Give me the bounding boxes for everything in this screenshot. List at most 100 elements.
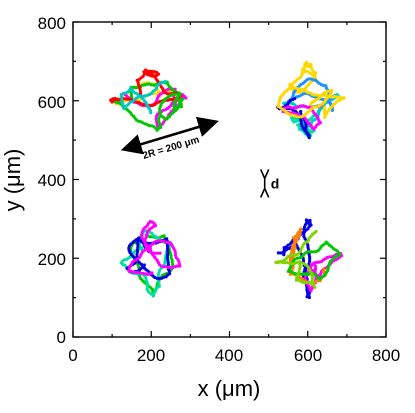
trajectory-point [307,105,312,109]
x-tick-label: 400 [215,346,243,365]
trajectory-point [165,255,169,260]
trajectory-point [127,267,131,271]
trajectory-point [158,251,162,255]
trajectory-point [153,251,157,255]
trajectory-point [132,85,136,89]
trajectory-point [323,106,327,110]
trajectory-point [301,104,305,108]
trajectory-point [304,125,308,129]
trajectory-point [312,250,316,254]
gap-marker-line [263,188,270,198]
trajectory-point [301,70,305,74]
gap-marker-line [259,169,266,179]
trajectory-point [143,229,147,233]
diameter-arrow [120,116,219,155]
trajectory-point [142,263,146,267]
trajectory-point [304,272,309,276]
trajectory-point [282,246,286,250]
trajectory [276,83,346,119]
trajectory-point [145,282,149,287]
trajectory-point [176,105,180,109]
trajectory-point [312,262,316,266]
trajectory-point [139,271,143,275]
trajectory-point [172,102,176,106]
y-tick-label: 600 [38,93,66,112]
trajectory [119,80,167,115]
trajectory-point [283,261,287,265]
trajectory-point [313,267,318,271]
trajectory-point [292,249,296,254]
trajectory-point [147,82,151,86]
trajectory-point [168,97,172,102]
trajectory-point [331,95,335,99]
trajectory-point [282,248,286,252]
trajectory-point [293,97,297,101]
trajectory-point [135,248,140,252]
trajectory-point [307,136,311,140]
trajectory-point [181,97,185,101]
trajectory [127,219,182,276]
trajectory-point [165,244,170,248]
x-tick-label: 200 [137,346,165,365]
trajectory-point [292,262,296,266]
x-tick-label: 600 [294,346,322,365]
trajectory-point [159,239,163,243]
trajectory-point [315,93,319,97]
trajectory-point [158,110,162,114]
trajectory-point [286,269,290,273]
trajectory-point [146,70,150,74]
trajectory-point [136,241,140,245]
gap-label: d [271,175,280,191]
trajectory-point [300,87,304,91]
trajectory-point [296,90,300,94]
trajectory-point [328,99,332,103]
trajectory-point [322,269,326,273]
plot-frame [72,21,387,338]
trajectory-point [166,246,170,250]
x-tick-labels: 0 200 400 600 800 [68,346,400,365]
trajectory-point [150,74,154,78]
trajectory-point [134,86,138,90]
trajectory-point [340,96,344,100]
trajectory-point [150,69,154,73]
trajectory-point [172,104,176,108]
trajectory-point [303,268,308,272]
trajectory-point [282,253,286,257]
y-tick-label: 200 [38,250,66,269]
trajectory-point [322,267,326,271]
y-tick-label: 800 [38,14,66,33]
trajectory-point [309,102,313,106]
trajectory-point [293,238,297,242]
trajectory-point [308,257,312,261]
trajectory-point [290,253,294,257]
x-tick-label: 0 [68,346,77,365]
trajectory-point [309,77,313,81]
trajectory-point [179,105,183,109]
trajectory-point [129,92,133,97]
trajectory-point [323,108,327,112]
trajectory-point [154,92,158,96]
trajectory-point [170,260,174,264]
trajectory-point [285,261,289,265]
trajectory-point [166,260,170,264]
diameter-label: 2R = 200 μm [141,134,200,161]
trajectory-point [304,122,308,126]
annotations: 2R = 200 μm d [120,116,280,198]
trajectory-point [135,100,139,104]
trajectory-point [308,221,312,225]
trajectory-point [299,122,303,126]
trajectory-point [124,97,128,101]
x-axis-title: x (μm) [198,376,261,401]
trajectory-point [135,252,139,256]
y-tick-label: 400 [38,171,66,190]
trajectory-point [297,115,301,119]
trajectory-point [293,240,297,244]
gap-marker [259,169,270,198]
x-tick-label: 800 [372,346,400,365]
trajectory-point [150,271,154,275]
trajectory-point [299,109,303,114]
trajectory-point [152,83,156,87]
trajectory-point [138,89,142,94]
